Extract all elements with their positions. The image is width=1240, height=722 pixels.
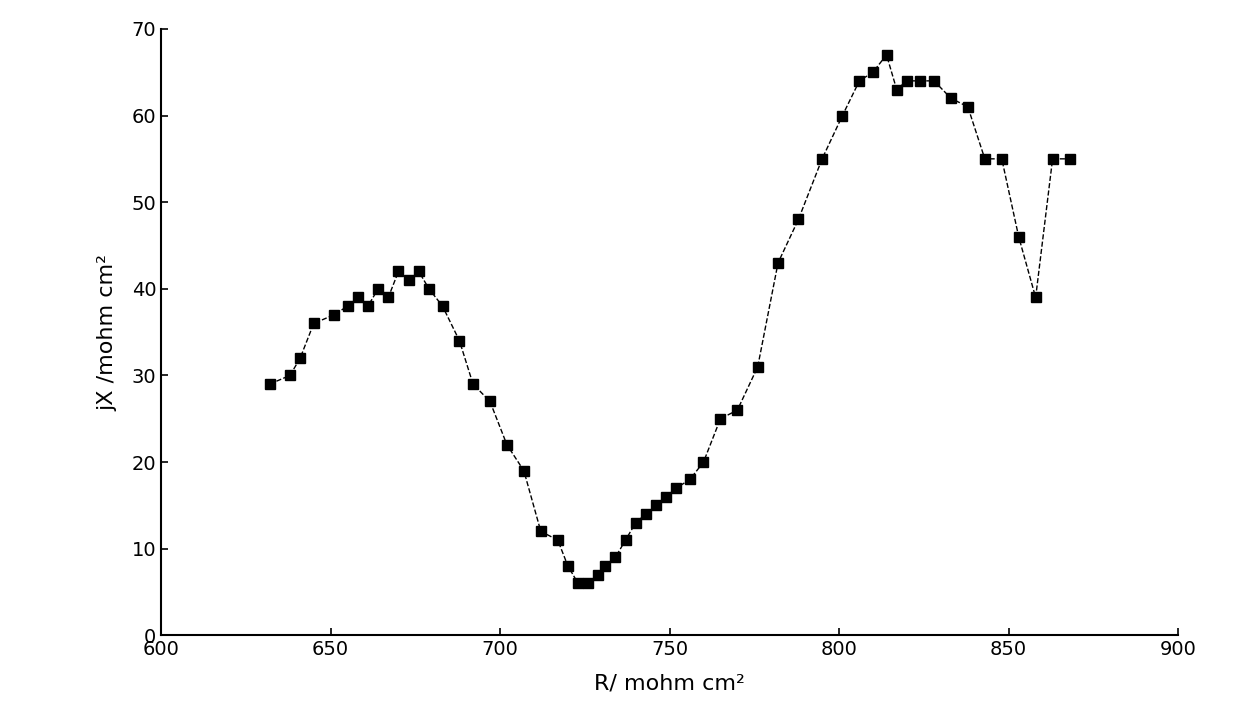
X-axis label: R/ mohm cm²: R/ mohm cm² bbox=[594, 673, 745, 693]
Y-axis label: jX /mohm cm²: jX /mohm cm² bbox=[98, 253, 118, 411]
